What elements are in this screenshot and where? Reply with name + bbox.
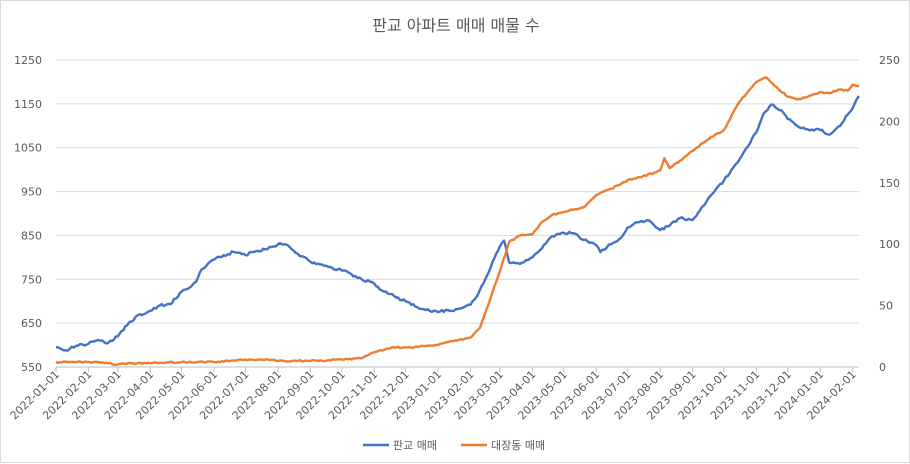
y-right-tick-label: 50 <box>879 300 893 313</box>
y-left-tick-label: 650 <box>21 317 42 330</box>
y-left-tick-label: 1050 <box>14 142 42 155</box>
chart-title: 판교 아파트 매매 매물 수 <box>372 16 540 35</box>
y-left-tick-label: 1150 <box>14 98 42 111</box>
y-left-tick-label: 950 <box>21 186 42 199</box>
y-right-tick-label: 100 <box>879 238 900 251</box>
series-layer <box>55 76 860 366</box>
y-left-tick-label: 550 <box>21 361 42 374</box>
legend-label: 대장동 매매 <box>491 439 545 452</box>
legend: 판교 매매 대장동 매매 <box>363 439 545 452</box>
y-left-tick-label: 750 <box>21 273 42 286</box>
series-line-2 <box>55 76 860 366</box>
y-left-tick-label: 850 <box>21 229 42 242</box>
grid-layer <box>56 59 859 368</box>
y-right-tick-label: 200 <box>879 115 900 128</box>
y-right-tick-label: 250 <box>879 54 900 67</box>
legend-label: 판교 매매 <box>393 439 437 452</box>
series-line-1 <box>55 95 860 352</box>
y-right-tick-label: 0 <box>879 361 886 374</box>
y-right-tick-label: 150 <box>879 177 900 190</box>
y-left-tick-label: 1250 <box>14 54 42 67</box>
